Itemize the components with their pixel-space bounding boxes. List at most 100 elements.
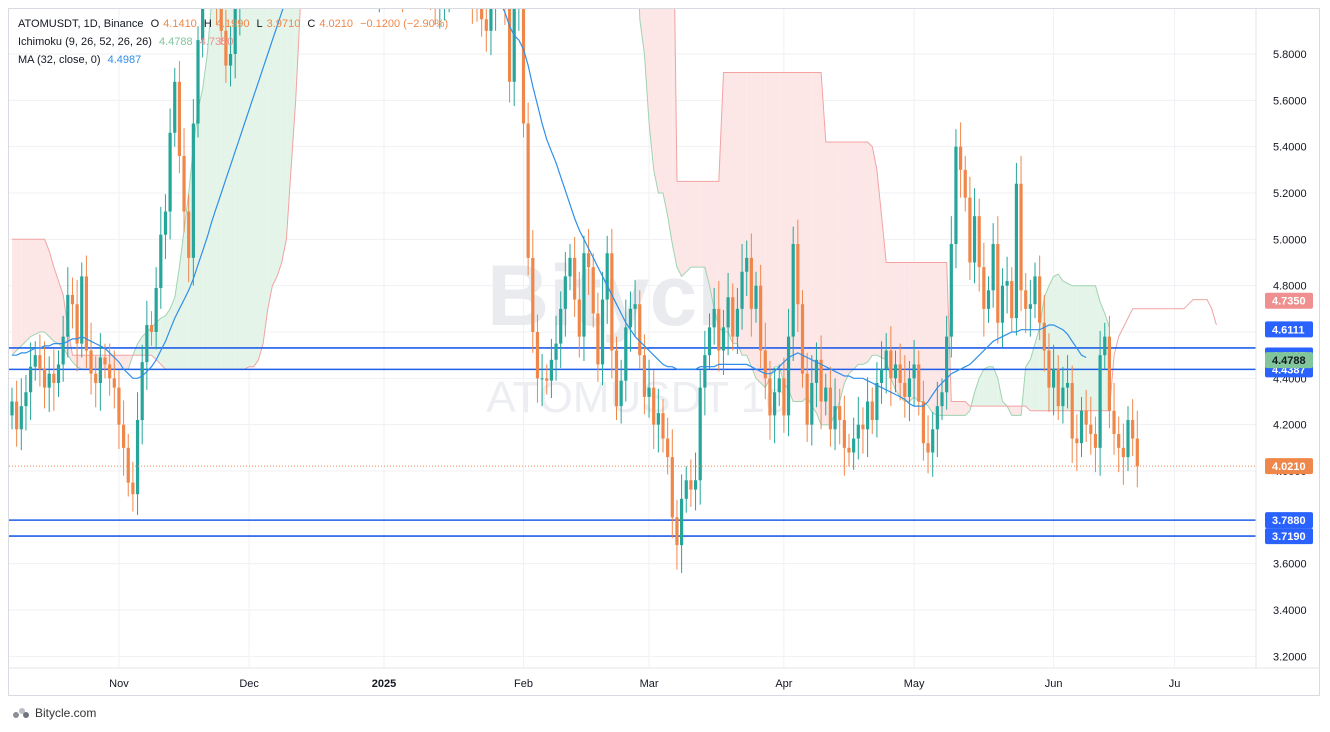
cloud-segment [1030, 343, 1035, 411]
legend-ma-label[interactable]: MA (32, close, 0) [18, 54, 101, 66]
cloud-segment [235, 9, 240, 370]
candle-body [782, 378, 786, 416]
candle-body [1107, 336, 1111, 411]
candle-body [554, 343, 558, 360]
cloud-segment [198, 88, 203, 370]
candle [647, 359, 651, 418]
candle [610, 228, 614, 379]
candle [373, 0, 376, 9]
price-badge-label: 3.7880 [1272, 515, 1306, 527]
cloud-segment [686, 181, 691, 272]
candle [559, 291, 563, 368]
candle-body [721, 327, 726, 351]
candle [786, 308, 791, 437]
cloud-segment [1048, 276, 1054, 411]
cloud-segment [821, 72, 826, 425]
candle-body [768, 378, 772, 416]
price-badge: 4.4788 [1265, 352, 1313, 369]
candle-body [852, 438, 856, 453]
candle [563, 252, 567, 337]
candle-body [1070, 382, 1074, 439]
candle [61, 315, 65, 382]
candle [84, 255, 88, 368]
time-axis[interactable]: Nov Dec 2025 Feb Mar Apr May Jun Ju [9, 667, 1320, 690]
candle-body [670, 457, 674, 518]
candle [70, 277, 75, 329]
candle [554, 315, 558, 381]
candle [1131, 399, 1135, 456]
candle [38, 334, 42, 387]
candle-body [94, 373, 98, 383]
legend-symbol[interactable]: ATOMUSDT, 1D, Binance [18, 18, 144, 30]
cloud-segment [225, 9, 231, 370]
price-badge-label: 4.6111 [1272, 324, 1304, 336]
candle [135, 392, 140, 516]
price-badge-bg [1265, 458, 1313, 475]
candle-body [1024, 290, 1028, 309]
candle [763, 322, 767, 400]
candle [1061, 366, 1065, 424]
candle [949, 216, 953, 358]
candle-body [80, 276, 84, 344]
candle-body [434, 0, 437, 8]
candle-body [656, 413, 660, 425]
candle [856, 396, 860, 460]
candle-body [824, 387, 828, 402]
cloud-segment [825, 142, 831, 425]
candle-body [1121, 447, 1125, 458]
candle-body [145, 325, 149, 363]
candle-body [559, 308, 563, 344]
candle-body [982, 267, 986, 309]
candle [518, 9, 520, 31]
candle-body [898, 364, 902, 383]
candle [689, 459, 693, 507]
candle [149, 311, 154, 346]
candle-body [972, 216, 977, 263]
candle-body [963, 169, 967, 198]
candle-body [587, 253, 591, 268]
time-tick-label: May [904, 678, 925, 690]
cloud-segment [277, 9, 282, 277]
cloud-segment [951, 401, 956, 416]
candle [19, 378, 23, 451]
candle-body [122, 424, 126, 448]
candle [145, 300, 149, 390]
candle-body [1014, 183, 1018, 319]
legend-ichimoku-label[interactable]: Ichimoku (9, 26, 52, 26, 26) [18, 36, 152, 48]
candle-body [1112, 410, 1116, 434]
price-badge-label: 3.7190 [1272, 531, 1306, 543]
candle [777, 364, 781, 407]
candle [1121, 423, 1125, 485]
cloud-segment [783, 72, 789, 390]
footer-logo[interactable]: Bitycle.com [12, 706, 96, 720]
candle-body [66, 294, 70, 337]
candle [1010, 267, 1014, 332]
candle [1107, 315, 1111, 429]
candle-body [647, 387, 651, 397]
cloud-segment [955, 401, 961, 416]
legend-ma: MA (32, close, 0) 4.4987 [18, 53, 145, 67]
cloud-segment [960, 401, 966, 416]
candle [698, 370, 702, 505]
candle [545, 364, 549, 395]
candle-body [507, 9, 512, 82]
candle-body [619, 380, 623, 407]
candle [1065, 355, 1070, 409]
price-axis[interactable]: 5.80005.60005.40005.20005.00004.80004.60… [1255, 9, 1307, 668]
candle [201, 9, 205, 58]
candle [759, 264, 763, 368]
candle [959, 122, 963, 198]
price-badge-label: 4.0210 [1272, 461, 1306, 473]
candle-body [98, 357, 102, 383]
candle-body [838, 406, 842, 421]
candle [828, 366, 832, 447]
legend-h-value: 4.1990 [215, 18, 250, 30]
candle-body [889, 350, 893, 379]
cloud-segment [1062, 281, 1068, 411]
candle-body [610, 253, 614, 351]
candle-body [949, 243, 953, 337]
candle [717, 281, 721, 372]
candle-body [833, 406, 837, 430]
cloud-segment [849, 142, 854, 374]
